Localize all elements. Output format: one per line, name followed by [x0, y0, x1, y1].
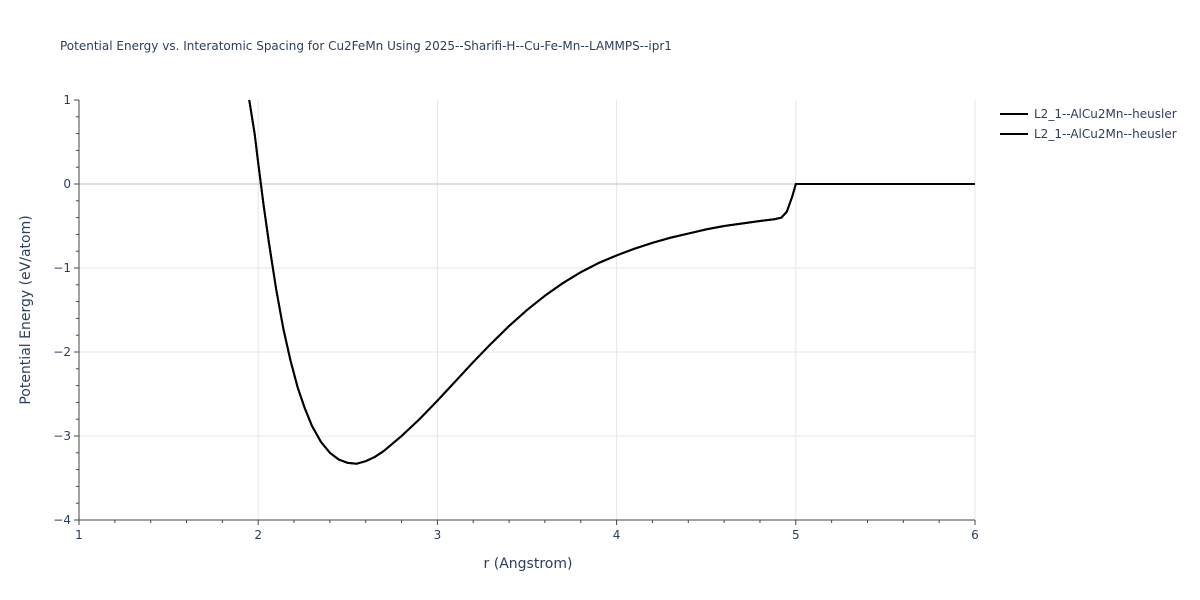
- grid: [79, 100, 976, 520]
- legend-item-2[interactable]: L2_1--AlCu2Mn--heusler: [1000, 127, 1177, 141]
- legend-label: L2_1--AlCu2Mn--heusler: [1034, 107, 1177, 121]
- y-tick-label: −3: [53, 429, 71, 443]
- x-tick-label: 6: [971, 528, 979, 542]
- legend-item-1[interactable]: L2_1--AlCu2Mn--heusler: [1000, 107, 1177, 121]
- plot-area: [248, 100, 975, 465]
- y-tick-label: −2: [53, 345, 71, 359]
- chart-title: Potential Energy vs. Interatomic Spacing…: [60, 39, 672, 53]
- x-tick-label: 2: [254, 528, 262, 542]
- x-tick-label: 5: [792, 528, 800, 542]
- series-line-1: [248, 100, 975, 465]
- legend[interactable]: L2_1--AlCu2Mn--heusler L2_1--AlCu2Mn--heu…: [1000, 107, 1177, 141]
- y-tick-label: 1: [63, 93, 71, 107]
- x-tick-label: 4: [613, 528, 621, 542]
- x-tick-label: 3: [434, 528, 442, 542]
- x-tick-label: 1: [75, 528, 83, 542]
- y-tick-label: 0: [63, 177, 71, 191]
- axes: 1 2 3 4 5 6 1 0 −1 −2 −3 −4: [53, 93, 979, 542]
- y-axis-title: Potential Energy (eV/atom): [18, 215, 34, 404]
- x-axis-title: r (Angstrom): [484, 556, 573, 572]
- y-tick-label: −4: [53, 513, 71, 527]
- series-line-2: [248, 100, 975, 465]
- legend-label: L2_1--AlCu2Mn--heusler: [1034, 127, 1177, 141]
- y-tick-label: −1: [53, 261, 71, 275]
